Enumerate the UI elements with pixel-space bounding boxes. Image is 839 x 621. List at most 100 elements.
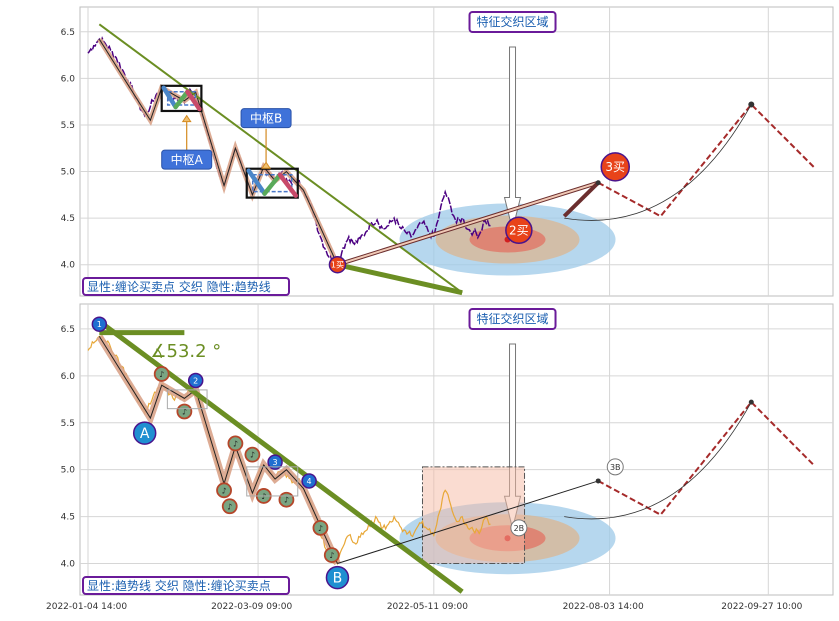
turning-point-icon: ♪ (250, 451, 255, 460)
pivot-arrowhead (261, 161, 272, 169)
y-tick-label: 6.0 (61, 74, 76, 84)
channel-line-inner (337, 181, 599, 266)
plot-frame (79, 303, 834, 596)
pivot-box (160, 84, 203, 113)
turning-point-icon: ♪ (284, 496, 289, 505)
y-tick-label: 5.5 (61, 121, 75, 131)
forecast-arc (564, 104, 752, 221)
turning-point-icon: ♪ (227, 502, 232, 511)
zone-pointer-arrow (503, 46, 522, 230)
channel-line (337, 480, 599, 565)
forecast-point (595, 478, 601, 484)
numbered-point (301, 473, 317, 489)
y-tick-label: 5.0 (61, 168, 76, 178)
future-point-marker (606, 458, 624, 476)
numbered-point (267, 454, 283, 470)
turning-point-marker (227, 435, 244, 452)
buy-point-marker (328, 255, 347, 274)
stroke-zigzag-band (96, 334, 341, 565)
turning-point-marker (221, 498, 238, 515)
turning-point-icon: ♪ (318, 524, 323, 533)
stroke-label: B (333, 571, 343, 587)
stroke-zigzag-band (97, 37, 340, 266)
zone-label: 特征交织区域 (477, 311, 549, 326)
pivot-label: 中枢B (250, 111, 282, 126)
pivot-box (245, 167, 299, 199)
x-tick-label: 2022-01-04 14:00 (46, 602, 127, 612)
pivot-n-stroke (185, 89, 202, 112)
turning-point-marker (323, 547, 340, 563)
forecast-path (597, 102, 815, 218)
stroke-label: A (140, 426, 150, 442)
forecast-arc (564, 401, 752, 520)
pivot-n-stroke (277, 172, 299, 198)
y-tick-label: 4.5 (61, 214, 75, 224)
turning-point-marker (312, 519, 329, 536)
buy-point-label: 3买 (605, 160, 625, 174)
forecast-point (748, 399, 754, 405)
turning-point-icon: ♪ (329, 551, 334, 560)
pivot-outline (166, 389, 208, 410)
panel-caption: 显性:趋势线 交织 隐性:缠论买卖点 (87, 578, 271, 593)
turning-point-icon: ♪ (233, 439, 238, 448)
panel-caption-box (82, 576, 290, 595)
price-series (87, 335, 491, 566)
numbered-point-label: 3 (273, 458, 278, 467)
x-axis: 2022-01-04 14:00 2022-03-09 09:00 2022-05-… (46, 602, 803, 612)
pivot-n-stroke (173, 89, 190, 110)
plot-frame (79, 6, 834, 297)
zone-label-box (468, 308, 557, 330)
stroke-zigzag (98, 336, 338, 564)
turning-point-marker (216, 482, 232, 499)
pivot-outline (246, 466, 299, 497)
pivot-n-stroke (246, 168, 267, 196)
stroke-zigzag (98, 38, 338, 265)
turning-point-icon: ♪ (182, 407, 187, 416)
y-tick-label: 6.5 (61, 28, 75, 38)
future-point-marker (510, 519, 528, 537)
stroke-label-circle (325, 565, 350, 590)
x-tick-label: 2022-09-27 10:00 (721, 602, 802, 612)
pivot-label-box (240, 108, 292, 129)
y-tick-label: 6.0 (61, 372, 76, 382)
buy-point-marker (600, 152, 630, 182)
forecast-path (597, 400, 815, 517)
turning-point-marker (176, 403, 193, 420)
future-point-label: 2B (514, 524, 525, 533)
numbered-point-label: 2 (193, 377, 198, 386)
y-tick-label: 5.0 (61, 466, 76, 476)
y-tick-label: 4.0 (61, 560, 76, 570)
y-tick-label: 6.5 (61, 325, 75, 335)
third-buy-anchor (748, 101, 755, 108)
turning-point-icon: ♪ (222, 486, 227, 495)
channel-stub (562, 181, 600, 218)
panel-caption-box (82, 277, 290, 296)
buy-point-label: 2买 (509, 224, 529, 238)
y-tick-label: 5.5 (61, 419, 75, 429)
buy-point-marker (505, 216, 533, 244)
y-tick-label: 4.5 (61, 513, 75, 523)
trend-line (98, 23, 463, 294)
stroke-label-circle (132, 421, 157, 445)
zone-label-box (468, 11, 557, 33)
zone-label: 特征交织区域 (477, 14, 549, 29)
trend-line-thick (336, 262, 463, 296)
x-tick-label: 2022-08-03 14:00 (563, 602, 644, 612)
x-tick-label: 2022-05-11 09:00 (387, 602, 468, 612)
numbered-point-label: 1 (97, 320, 102, 329)
interweave-box (421, 466, 526, 565)
x-tick-label: 2022-03-09 09:00 (211, 602, 292, 612)
turning-point-marker (153, 366, 170, 382)
pivot-label-box (161, 149, 213, 170)
price-series (87, 36, 491, 269)
y-tick-label: 4.0 (61, 261, 76, 271)
numbered-point-label: 4 (307, 477, 312, 486)
pivot-inner-box (251, 173, 293, 193)
future-point-label: 3B (610, 463, 621, 472)
angle-label: ∡53.2 ° (150, 341, 221, 362)
numbered-point (91, 316, 108, 332)
pivot-n-stroke (161, 85, 178, 110)
